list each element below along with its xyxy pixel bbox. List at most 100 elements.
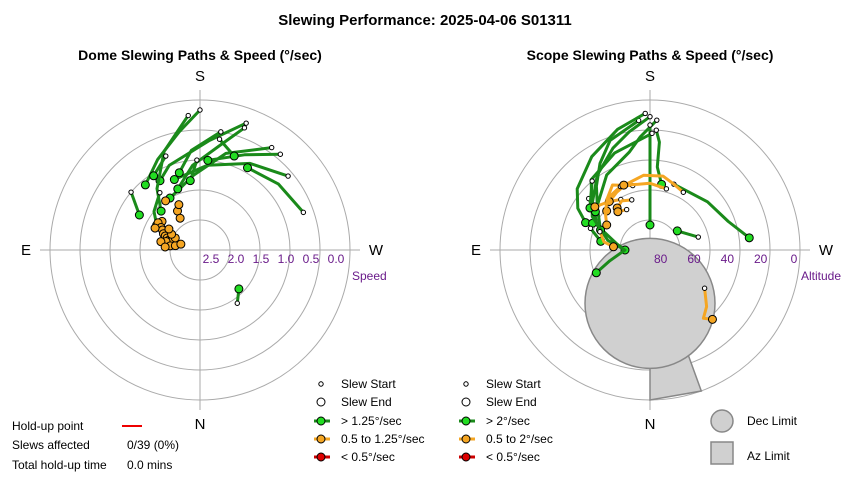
scope-legend-mid: 0.5 to 2°/sec <box>486 432 553 446</box>
scope-mid-slew-start-point <box>623 206 630 213</box>
scope-fast-slew-start-point <box>653 127 659 133</box>
scope-marks <box>575 110 754 324</box>
legend-start-marker <box>318 381 324 387</box>
dome-fast-slew-end-point <box>140 180 150 190</box>
scope-mid-slew-start-point <box>629 197 635 203</box>
legend-mid-marker <box>461 434 471 444</box>
scope-fast-slew-end-point <box>645 220 655 230</box>
dome-fast-slew-start-point <box>234 300 240 306</box>
scope-mid-slew-end-point <box>608 242 618 252</box>
scope-mid-slew-end-point <box>613 207 623 217</box>
scope-mid-slew-start-point <box>597 229 603 235</box>
scope-legend: Slew Start Slew End > 2°/sec 0.5 to 2°/s… <box>459 377 798 465</box>
scope-dir-left: E <box>471 242 481 259</box>
dome-fast-slew-start-point <box>157 189 163 196</box>
total-holdup-value: 0.0 mins <box>127 458 172 472</box>
dome-tick-label: 2.5 <box>203 252 220 266</box>
scope-limits <box>584 237 716 401</box>
scope-dir-top: S <box>645 68 655 85</box>
scope-fast-slew-start-point <box>587 225 594 232</box>
dome-fast-slew-start-point <box>194 157 200 163</box>
dome-fast-slew-start-point <box>185 112 191 119</box>
scope-axis-label: Altitude <box>801 269 841 283</box>
dome-legend-mid: 0.5 to 1.25°/sec <box>341 432 425 446</box>
legend-start-marker <box>463 381 469 387</box>
scope-legend-end: Slew End <box>486 395 537 409</box>
dome-fast-slew-path <box>246 166 305 214</box>
scope-tick-label: 0 <box>791 252 798 266</box>
dome-mid-speed-point <box>174 200 184 210</box>
scope-chart: Scope Slewing Paths & Speed (°/sec) S N … <box>471 47 841 433</box>
dome-fast-slew-end-point <box>234 284 244 294</box>
az-limit-legend-icon <box>710 441 734 465</box>
legend-mid-marker <box>316 434 326 444</box>
dome-mid-speed-point <box>150 223 160 233</box>
scope-fast-slew-start-point <box>647 113 653 120</box>
dome-mid-speed-point <box>175 213 185 223</box>
dome-tick-label: 0.0 <box>328 252 345 266</box>
scope-tick-label: 40 <box>721 252 735 266</box>
dome-legend-end: Slew End <box>341 395 392 409</box>
scope-mid-slew-end-point <box>602 220 612 230</box>
scope-mid-slew-path <box>701 286 714 321</box>
dome-tick-label: 1.0 <box>278 252 295 266</box>
dome-fast-slew-start-point <box>300 209 307 216</box>
dome-tick-label: 0.5 <box>303 252 320 266</box>
dome-grid <box>40 90 360 410</box>
dome-fast-slew-end-point <box>169 175 179 185</box>
dome-fast-slew-start-point <box>218 129 224 135</box>
dome-fast-slew-start-point <box>216 136 223 142</box>
scope-fast-slew-start-point <box>695 234 701 240</box>
dome-dir-right: W <box>369 242 384 259</box>
dome-fast-slew-end-point <box>185 176 195 186</box>
dome-mid-speed-point <box>160 242 170 252</box>
dome-fast-slew-end-point <box>134 210 144 220</box>
scope-fast-slew-path <box>575 111 647 225</box>
dome-fast-slew-end-point <box>203 155 213 165</box>
scope-fast-slew-end-point <box>591 268 601 278</box>
dome-tick-label: 2.0 <box>228 252 245 266</box>
scope-dir-right: W <box>819 242 834 259</box>
slews-affected-label: Slews affected <box>12 438 90 452</box>
scope-ticks: 80 60 40 20 0 <box>654 252 798 266</box>
scope-fast-slew-end-point <box>744 233 754 243</box>
scope-dir-bottom: N <box>645 416 656 433</box>
dome-chart-title: Dome Slewing Paths & Speed (°/sec) <box>78 47 322 63</box>
scope-mid-slew-path <box>622 181 668 191</box>
dome-fast-slew-end-point <box>174 168 184 178</box>
dome-fast-slew-start-point <box>241 125 248 131</box>
dome-legend-fast: > 1.25°/sec <box>341 414 402 428</box>
dome-fast-slew-path <box>206 152 282 162</box>
scope-mid-slew-end-point <box>619 180 629 190</box>
dome-legend-slow: < 0.5°/sec <box>341 450 395 464</box>
dome-fast-slew-path <box>176 126 246 191</box>
holdup-stats: Hold-up point Slews affected 0/39 (0%) T… <box>12 419 179 472</box>
dome-fast-slew-path <box>172 161 290 181</box>
dome-ticks: 2.5 2.0 1.5 1.0 0.5 0.0 <box>203 252 345 266</box>
scope-chart-title: Scope Slewing Paths & Speed (°/sec) <box>527 47 774 63</box>
dome-fast-slew-start-point <box>128 189 134 195</box>
scope-fast-slew-start-point <box>654 117 660 123</box>
scope-legend-fast: > 2°/sec <box>486 414 530 428</box>
legend-fast-marker <box>461 416 471 426</box>
scope-fast-slew-start-point <box>589 178 595 184</box>
dome-fast-slew-start-point <box>197 107 203 113</box>
legend-end-marker <box>316 397 326 407</box>
dec-limit-circle <box>584 237 716 370</box>
scope-tick-label: 20 <box>754 252 768 266</box>
scope-fast-slew-path <box>588 179 594 210</box>
dome-legend: Slew Start Slew End > 1.25°/sec 0.5 to 1… <box>314 377 425 464</box>
dome-fast-slew-end-point <box>156 206 166 216</box>
scope-mid-slew-start-point <box>701 285 708 291</box>
dome-fast-slew-start-point <box>268 144 275 151</box>
dome-fast-slew-start-point <box>277 151 284 157</box>
holdup-point-label: Hold-up point <box>12 419 84 433</box>
chart-title: Slewing Performance: 2025-04-06 S01311 <box>278 12 572 29</box>
dec-limit-legend-label: Dec Limit <box>747 414 798 428</box>
dec-limit-legend-icon <box>710 409 734 433</box>
legend-fast-marker <box>316 416 326 426</box>
scope-mid-slew-start-point <box>680 189 687 195</box>
total-holdup-label: Total hold-up time <box>12 458 107 472</box>
